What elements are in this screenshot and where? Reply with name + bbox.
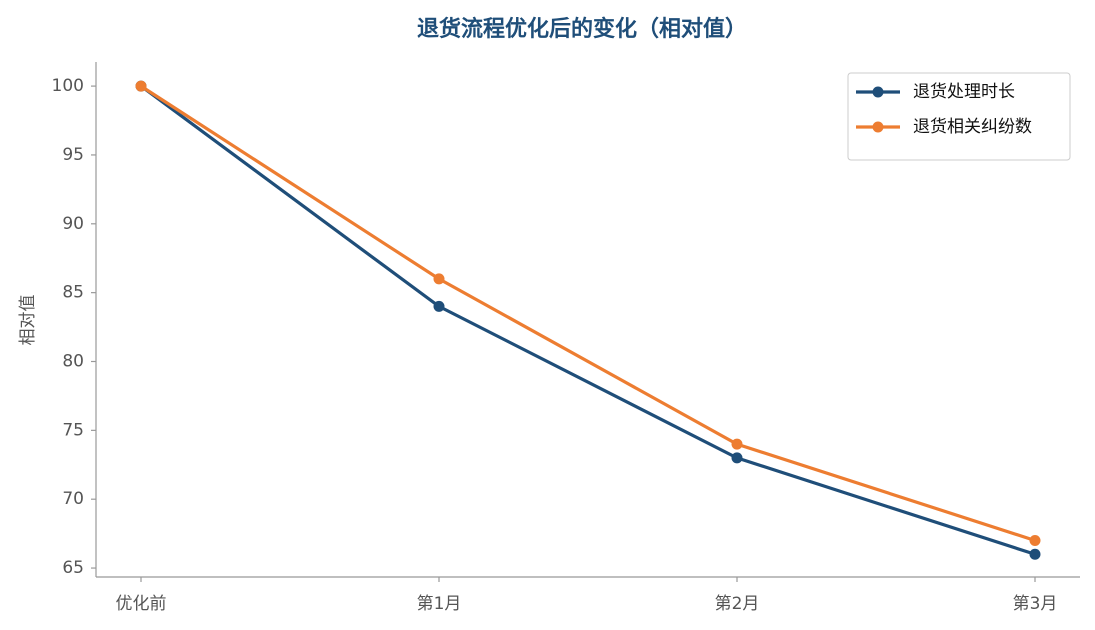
chart-title: 退货流程优化后的变化（相对值） bbox=[417, 16, 747, 42]
legend-box bbox=[847, 72, 1071, 161]
series-line bbox=[140, 84, 1036, 556]
y-axis-label: 相对值 bbox=[18, 295, 38, 346]
x-tick-label: 第3月 bbox=[1013, 594, 1058, 614]
y-tick-label: 70 bbox=[62, 489, 84, 509]
data-point bbox=[1029, 535, 1041, 547]
data-point bbox=[731, 438, 743, 450]
y-tick-label: 80 bbox=[62, 351, 84, 371]
data-point bbox=[433, 300, 445, 312]
data-point bbox=[1029, 548, 1041, 560]
y-tick-label: 75 bbox=[62, 420, 84, 440]
y-tick-label: 90 bbox=[62, 214, 84, 234]
legend-label: 退货处理时长 bbox=[913, 82, 1015, 102]
legend-marker bbox=[872, 86, 884, 98]
y-tick-label: 65 bbox=[62, 558, 84, 578]
series-line bbox=[140, 84, 1036, 543]
data-point bbox=[135, 80, 147, 92]
y-tick-label: 85 bbox=[62, 283, 84, 303]
x-tick-label: 优化前 bbox=[116, 594, 167, 614]
y-tick-label: 95 bbox=[62, 145, 84, 165]
x-tick-label: 第2月 bbox=[715, 594, 760, 614]
data-point bbox=[731, 452, 743, 464]
y-tick-label: 100 bbox=[52, 76, 84, 96]
data-point bbox=[433, 273, 445, 285]
legend-marker bbox=[872, 121, 884, 133]
x-tick-label: 第1月 bbox=[417, 594, 462, 614]
legend-label: 退货相关纠纷数 bbox=[913, 117, 1032, 137]
